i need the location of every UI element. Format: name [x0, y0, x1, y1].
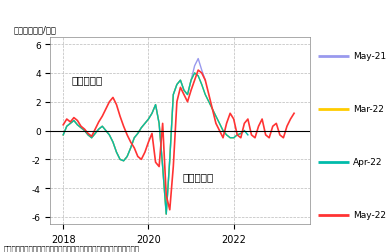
- Text: May-21: May-21: [353, 52, 386, 61]
- Text: 図表2：世界需給バランスの予測: 図表2：世界需給バランスの予測: [141, 7, 247, 20]
- Text: Apr-22: Apr-22: [353, 158, 382, 167]
- Text: （百万バレル/日）: （百万バレル/日）: [14, 25, 57, 34]
- Text: 供給＜需要: 供給＜需要: [72, 74, 103, 84]
- Text: （出所：米国エネルギー情報局より住友商事グローバルリサーチ作成）: （出所：米国エネルギー情報局より住友商事グローバルリサーチ作成）: [4, 244, 140, 251]
- Text: 供給＞需要: 供給＞需要: [182, 172, 214, 182]
- Text: Mar-22: Mar-22: [353, 105, 384, 114]
- Text: May-22: May-22: [353, 210, 386, 219]
